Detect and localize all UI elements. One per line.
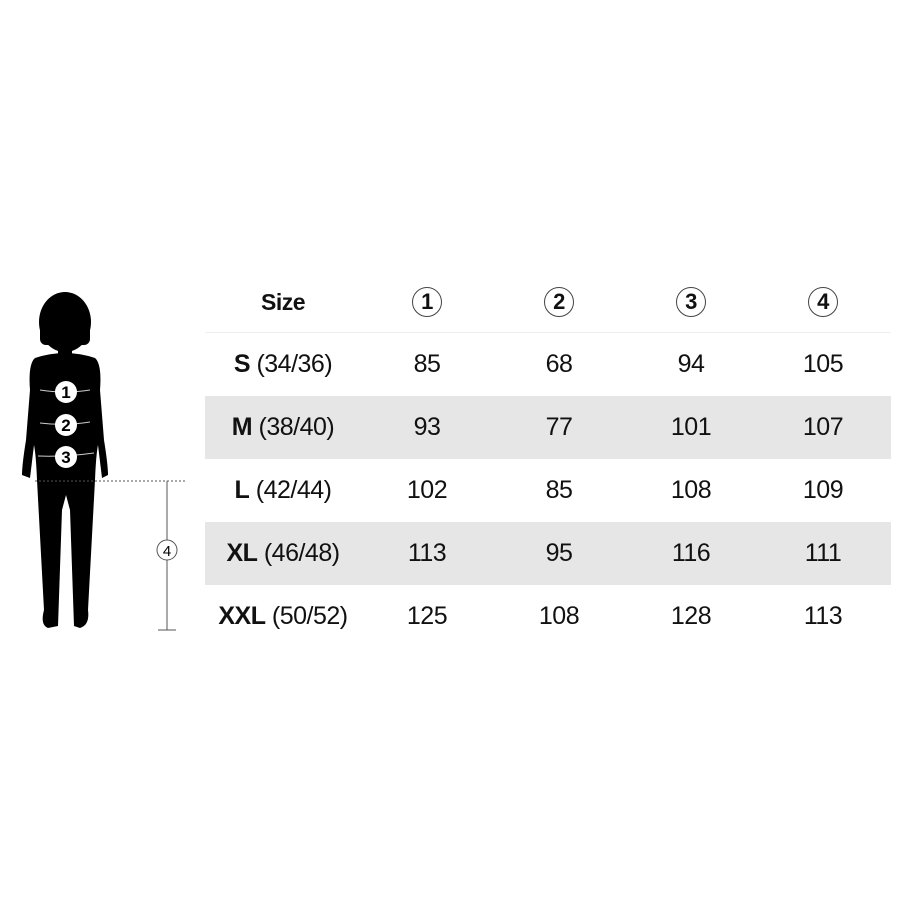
table-header: Size 1 2 3 4	[205, 272, 891, 333]
size-label: XL (46/48)	[226, 539, 340, 567]
measurement-cell: 93	[413, 413, 441, 441]
measurement-cell: 109	[802, 476, 844, 504]
column-header: 4	[808, 287, 838, 317]
size-table: Size 1 2 3 4 S (34/36) 85 68 94 105 M (38/40)…	[205, 272, 891, 648]
table-row: XXL (50/52) 125 108 128 113	[205, 585, 891, 648]
table-row: L (42/44) 102 85 108 109	[205, 459, 891, 522]
measurement-cell: 108	[538, 602, 580, 630]
measurement-cell: 102	[406, 476, 448, 504]
measurement-cell: 108	[670, 476, 712, 504]
marker-3: 3	[61, 448, 70, 467]
table-row: XL (46/48) 113 95 116 111	[205, 522, 891, 585]
column-header: 2	[544, 287, 574, 317]
measurement-cell: 113	[803, 602, 843, 630]
measurement-cell: 77	[545, 413, 573, 441]
measurement-cell: 94	[677, 350, 705, 378]
size-label: XXL (50/52)	[218, 602, 348, 630]
table-row: M (38/40) 93 77 101 107	[205, 396, 891, 459]
measurement-cell: 116	[671, 539, 711, 567]
size-header: Size	[260, 288, 306, 315]
marker-1: 1	[61, 383, 70, 402]
measurement-cell: 107	[802, 413, 844, 441]
column-header: 3	[676, 287, 706, 317]
measurement-cell: 101	[670, 413, 712, 441]
body-silhouette: 1 2 3 4	[22, 292, 185, 631]
measurement-cell: 113	[407, 539, 447, 567]
size-label: M (38/40)	[231, 413, 335, 441]
table-row: S (34/36) 85 68 94 105	[205, 333, 891, 396]
marker-2: 2	[61, 416, 70, 435]
size-label: S (34/36)	[233, 350, 333, 378]
measurement-cell: 85	[545, 476, 573, 504]
measurement-cell: 111	[804, 539, 842, 567]
measurement-cell: 95	[545, 539, 573, 567]
column-header: 1	[412, 287, 442, 317]
measurement-cell: 105	[802, 350, 844, 378]
measurement-cell: 125	[406, 602, 448, 630]
size-label: L (42/44)	[234, 476, 332, 504]
measurement-cell: 85	[413, 350, 441, 378]
marker-4: 4	[163, 543, 171, 560]
measurement-cell: 68	[545, 350, 573, 378]
measurement-cell: 128	[670, 602, 712, 630]
